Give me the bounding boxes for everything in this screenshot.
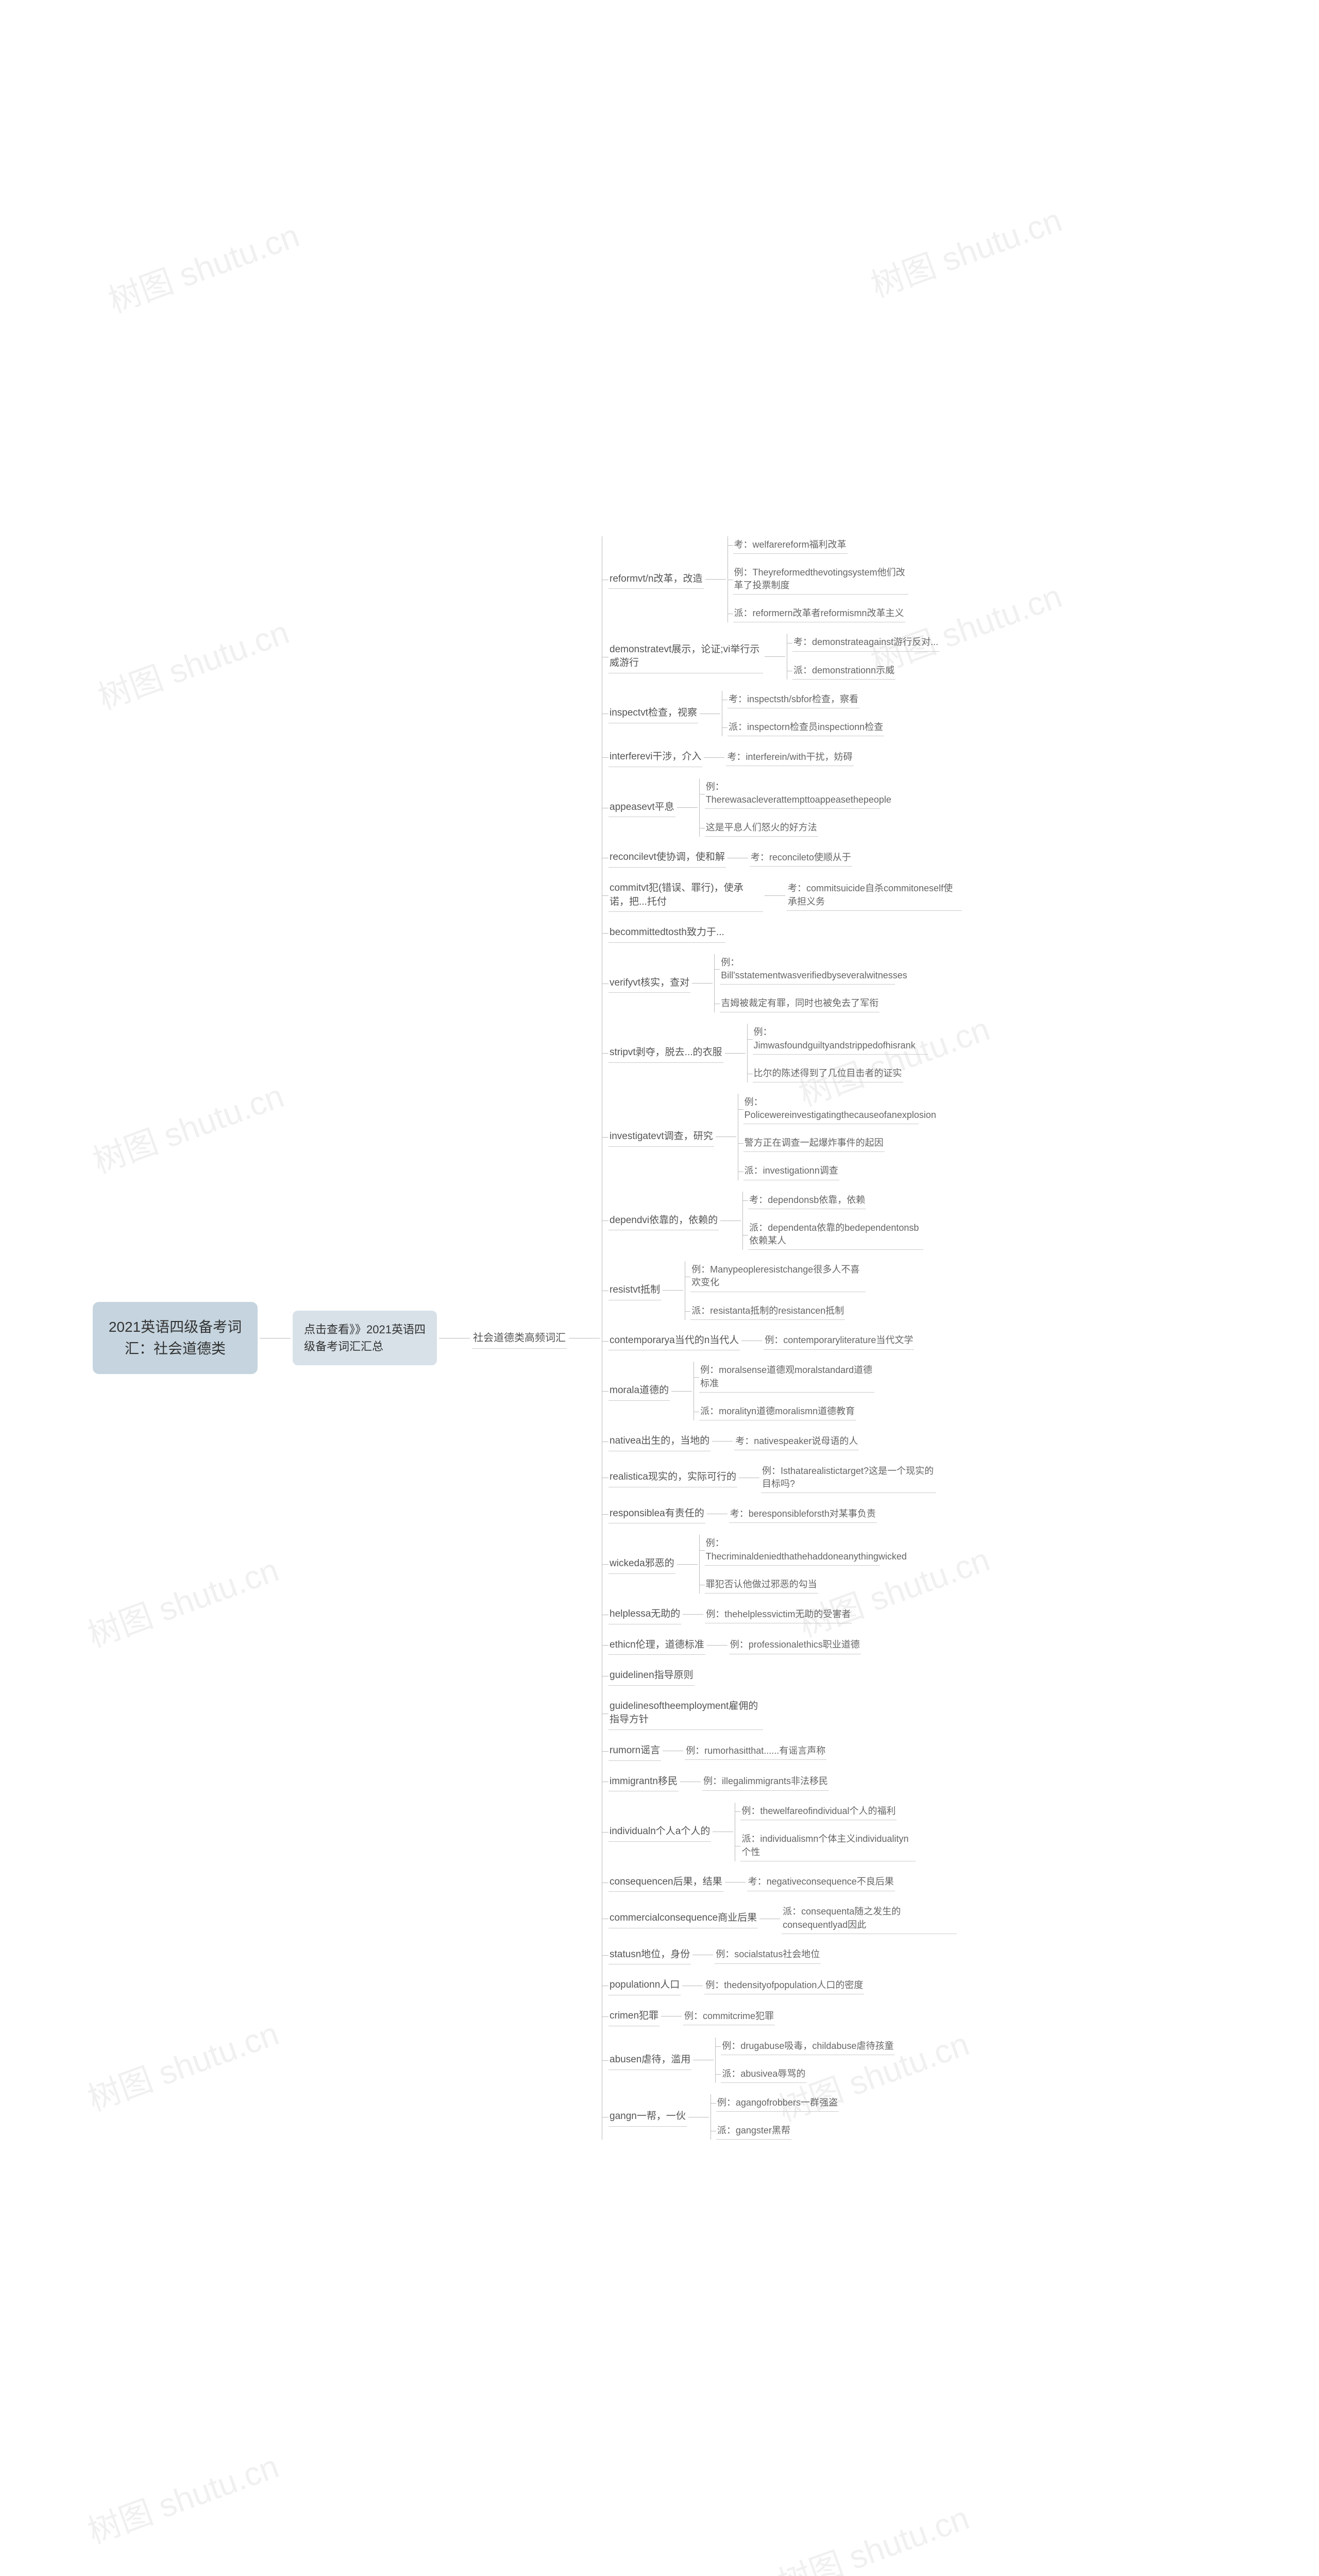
level3-node: reformvt/n改革，改造	[608, 570, 704, 589]
level4-group: 考：inspectsth/sbfor检查，察看派：inspectorn检查员in…	[722, 691, 884, 736]
level4-node: 派：resistanta抵制的resistancen抵制	[690, 1302, 845, 1320]
level4-group: 例：agangofrobbers一群强盗派：gangster黑帮	[711, 2094, 839, 2140]
level4-node: 派：consequenta随之发生的consequentlyad因此	[782, 1903, 957, 1934]
level3-node: reconcilevt使协调，使和解	[608, 848, 726, 868]
level4-node: 派：reformern改革者reformismn改革主义	[733, 605, 905, 622]
level3-node: investigatevt调查，研究	[608, 1127, 714, 1147]
level4-node: 考：welfarereform福利改革	[733, 536, 848, 554]
level4-node: 例：Jimwasfoundguiltyandstrippedofhisrank	[753, 1024, 928, 1054]
level4-node: 罪犯否认他做过邪恶的勾当	[705, 1576, 818, 1594]
level4-node: 例：Manypeopleresistchange很多人不喜欢变化	[690, 1261, 866, 1292]
level3-node: abusen虐待，滥用	[608, 2050, 691, 2070]
level4-node: 派：individualismn个体主义individualityn个性	[740, 1831, 916, 1861]
level3-node: becommittedtosth致力于...	[608, 923, 725, 943]
level3-node: gangn一帮，一伙	[608, 2107, 687, 2127]
level3-node: appeasevt平息	[608, 798, 675, 818]
level4-group: 例：Jimwasfoundguiltyandstrippedofhisrank 比…	[747, 1024, 928, 1082]
level1-node: 点击查看》》2021英语四级备考词汇汇总	[293, 1311, 437, 1365]
level3-node: commercialconsequence商业后果	[608, 1909, 758, 1928]
root-node: 2021英语四级备考词汇：社会道德类	[93, 1302, 258, 1374]
level3-node: contemporarya当代的n当代人	[608, 1331, 740, 1351]
level4-node: 例：Bill'sstatementwasverifiedbyseveralwit…	[720, 954, 895, 985]
level4-node: 派：dependenta依靠的bedependentonsb依赖某人	[748, 1219, 923, 1250]
level3-node: morala道德的	[608, 1381, 670, 1401]
level4-node: 派：investigationn调查	[743, 1162, 839, 1180]
level4-node: 例：Isthatarealistictarget?这是一个现实的目标吗?	[761, 1463, 936, 1493]
level2-node: 社会道德类高频词汇	[472, 1328, 567, 1349]
level3-node: guidelinen指导原则	[608, 1666, 695, 1686]
level3-node: individualn个人a个人的	[608, 1822, 711, 1842]
level3-node: stripvt剥夺，脱去...的衣服	[608, 1043, 723, 1063]
level4-group: 例：Therewasacleverattempttoappeasethepeop…	[699, 778, 880, 837]
level4-node: 例：Therewasacleverattempttoappeasethepeop…	[705, 778, 880, 809]
level4-node: 这是平息人们怒火的好方法	[705, 819, 818, 837]
level4-group: 例：drugabuse吸毒，childabuse虐待孩童派：abusivea辱骂…	[715, 2038, 894, 2083]
level4-node: 例：Thecriminaldeniedthathehaddoneanything…	[705, 1535, 880, 1565]
level4-node: 警方正在调查一起爆炸事件的起因	[743, 1134, 885, 1152]
level4-node: 考：beresponsibleforsth对某事负责	[729, 1505, 877, 1523]
level4-node: 例：commitcrime犯罪	[683, 2008, 775, 2025]
level4-node: 派：moralityn道德moralismn道德教育	[699, 1403, 856, 1420]
level3-node: statusn地位，身份	[608, 1945, 691, 1965]
level4-group: 例：moralsense道德观moralstandard道德标准派：morali…	[694, 1362, 874, 1420]
level4-node: 考：negativeconsequence不良后果	[747, 1873, 895, 1891]
level4-node: 例：thewelfareofindividual个人的福利	[740, 1803, 897, 1820]
level4-node: 派：inspectorn检查员inspectionn检查	[728, 719, 884, 736]
level4-group: 例：thewelfareofindividual个人的福利派：individua…	[735, 1803, 916, 1861]
level3-node: ethicn伦理，道德标准	[608, 1636, 705, 1655]
level4-node: 例：professionalethics职业道德	[729, 1636, 861, 1654]
level4-node: 考：commitsuicide自杀commitoneself使承担义务	[787, 880, 962, 910]
level4-node: 比尔的陈述得到了几位目击者的证实	[753, 1065, 903, 1082]
level3-node: realistica现实的，实际可行的	[608, 1468, 737, 1487]
level4-node: 例：contemporaryliterature当代文学	[764, 1332, 914, 1349]
level3-node: consequencen后果，结果	[608, 1873, 723, 1892]
level4-group: 例：Manypeopleresistchange很多人不喜欢变化派：resist…	[685, 1261, 866, 1320]
level4-node: 例：Policewereinvestigatingthecauseofanexp…	[743, 1094, 919, 1124]
level4-node: 例：agangofrobbers一群强盗	[716, 2094, 839, 2112]
level3-node: guidelinesoftheemployment雇佣的指导方针	[608, 1697, 763, 1730]
level4-group: 例：Policewereinvestigatingthecauseofanexp…	[738, 1094, 919, 1180]
level4-group: 例：Thecriminaldeniedthathehaddoneanything…	[699, 1535, 880, 1594]
level4-node: 派：abusivea辱骂的	[721, 2065, 806, 2083]
level4-node: 例：drugabuse吸毒，childabuse虐待孩童	[721, 2038, 894, 2055]
level4-node: 考：nativespeaker说母语的人	[734, 1433, 859, 1450]
level3-node: inspectvt检查，视察	[608, 704, 698, 723]
level4-group: 考：demonstrateagainst游行反对... 派：demonstrati…	[787, 634, 939, 679]
level4-node: 例：moralsense道德观moralstandard道德标准	[699, 1362, 874, 1392]
level3-node: crimen犯罪	[608, 2007, 660, 2026]
level4-node: 吉姆被裁定有罪，同时也被免去了军衔	[720, 995, 880, 1012]
level4-node: 例：Theyreformedthevotingsystem他们改革了投票制度	[733, 564, 908, 595]
level4-group: 考：dependonsb依靠，依赖派：dependenta依靠的bedepend…	[742, 1192, 923, 1250]
mindmap-container: 2021英语四级备考词汇：社会道德类 点击查看》》2021英语四级备考词汇汇总 …	[93, 0, 962, 2576]
level4-node: 考：reconcileto使顺从于	[750, 849, 852, 867]
level4-node: 派：gangster黑帮	[716, 2122, 791, 2140]
level3-node: nativea出生的，当地的	[608, 1432, 711, 1451]
level3-node: immigrantn移民	[608, 1772, 679, 1792]
level3-node: populationn人口	[608, 1976, 681, 1995]
level4-node: 考：demonstrateagainst游行反对...	[792, 634, 939, 651]
level3-node: responsiblea有责任的	[608, 1504, 705, 1524]
level4-node: 例：thedensityofpopulation人口的密度	[704, 1977, 864, 1994]
level3-node: resistvt抵制	[608, 1281, 661, 1300]
level4-node: 考：interferein/with干扰，妨碍	[726, 749, 853, 766]
level3-node: interferevi干涉，介入	[608, 748, 702, 767]
level4-node: 例：illegalimmigrants非法移民	[702, 1773, 829, 1790]
level4-group: 考：welfarereform福利改革例：Theyreformedthevoti…	[728, 536, 908, 623]
level3-node: rumorn谣言	[608, 1741, 661, 1761]
level4-group: 例：Bill'sstatementwasverifiedbyseveralwit…	[714, 954, 895, 1013]
level3-group: reformvt/n改革，改造 考：welfarereform福利改革例：They…	[602, 536, 962, 2140]
level4-node: 例：rumorhasitthat......有谣言声称	[685, 1742, 826, 1760]
level3-node: dependvi依靠的，依赖的	[608, 1211, 719, 1231]
level3-node: verifyvt核实，查对	[608, 974, 690, 993]
level3-node: demonstratevt展示，论证;vi举行示威游行	[608, 640, 763, 673]
level3-node: commitvt犯(错误、罪行)，使承诺，把...托付	[608, 879, 763, 912]
level4-node: 例：socialstatus社会地位	[715, 1946, 821, 1963]
level4-node: 考：inspectsth/sbfor检查，察看	[728, 691, 859, 708]
level4-node: 例：thehelplessvictim无助的受害者	[705, 1606, 852, 1623]
level3-node: helplessa无助的	[608, 1605, 681, 1624]
level4-node: 派：demonstrationn示威	[792, 662, 895, 680]
level4-node: 考：dependonsb依靠，依赖	[748, 1192, 866, 1209]
level3-node: wickeda邪恶的	[608, 1554, 675, 1574]
